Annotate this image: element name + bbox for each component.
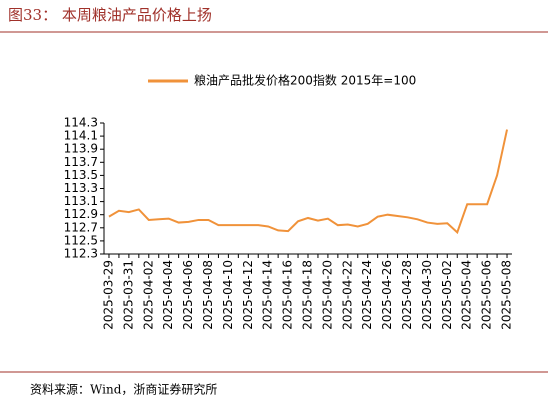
x-tick-label: 2025-04-14 [261, 260, 275, 330]
x-tick-label: 2025-04-20 [320, 260, 334, 330]
y-tick-label: 114.1 [64, 129, 98, 143]
x-tick-label: 2025-04-18 [301, 260, 315, 330]
x-tick-label: 2025-05-08 [500, 260, 514, 330]
source: 资料来源：Wind，浙商证券研究所 [30, 382, 217, 397]
y-tick-label: 112.7 [64, 220, 98, 234]
y-tick-label: 112.5 [64, 233, 98, 247]
y-tick-label: 113.7 [64, 155, 98, 169]
y-tick-label: 113.9 [64, 142, 98, 156]
x-tick-label: 2025-04-06 [181, 260, 195, 330]
x-tick-label: 2025-04-02 [141, 260, 155, 330]
x-tick-label: 2025-04-10 [221, 260, 235, 330]
y-tick-label: 113.5 [64, 168, 98, 182]
x-tick-label: 2025-04-12 [241, 260, 255, 330]
x-tick-label: 2025-04-08 [201, 260, 215, 330]
y-tick-label: 112.9 [64, 207, 98, 221]
x-tick-label: 2025-05-02 [440, 260, 454, 330]
x-tick-label: 2025-04-30 [420, 260, 434, 330]
x-tick-label: 2025-04-28 [400, 260, 414, 330]
x-tick-label: 2025-05-06 [480, 260, 494, 330]
y-tick-label: 112.3 [64, 247, 98, 261]
legend-label: 粮油产品批发价格200指数 2015年=100 [194, 73, 416, 88]
x-tick-label: 2025-04-26 [380, 260, 394, 330]
x-tick-label: 2025-03-29 [101, 260, 115, 330]
y-tick-label: 113.1 [64, 194, 98, 208]
x-tick-label: 2025-04-22 [340, 260, 354, 330]
x-tick-label: 2025-04-24 [360, 260, 374, 330]
page-title: 图33： 本周粮油产品价格上扬 [8, 6, 212, 24]
x-tick-label: 2025-04-04 [161, 260, 175, 330]
x-tick-label: 2025-04-16 [281, 260, 295, 330]
x-tick-label: 2025-03-31 [121, 260, 135, 330]
line-series [108, 129, 509, 235]
y-tick-label: 114.3 [64, 116, 98, 130]
x-tick-label: 2025-05-04 [460, 260, 474, 330]
y-tick-label: 113.3 [64, 181, 98, 195]
